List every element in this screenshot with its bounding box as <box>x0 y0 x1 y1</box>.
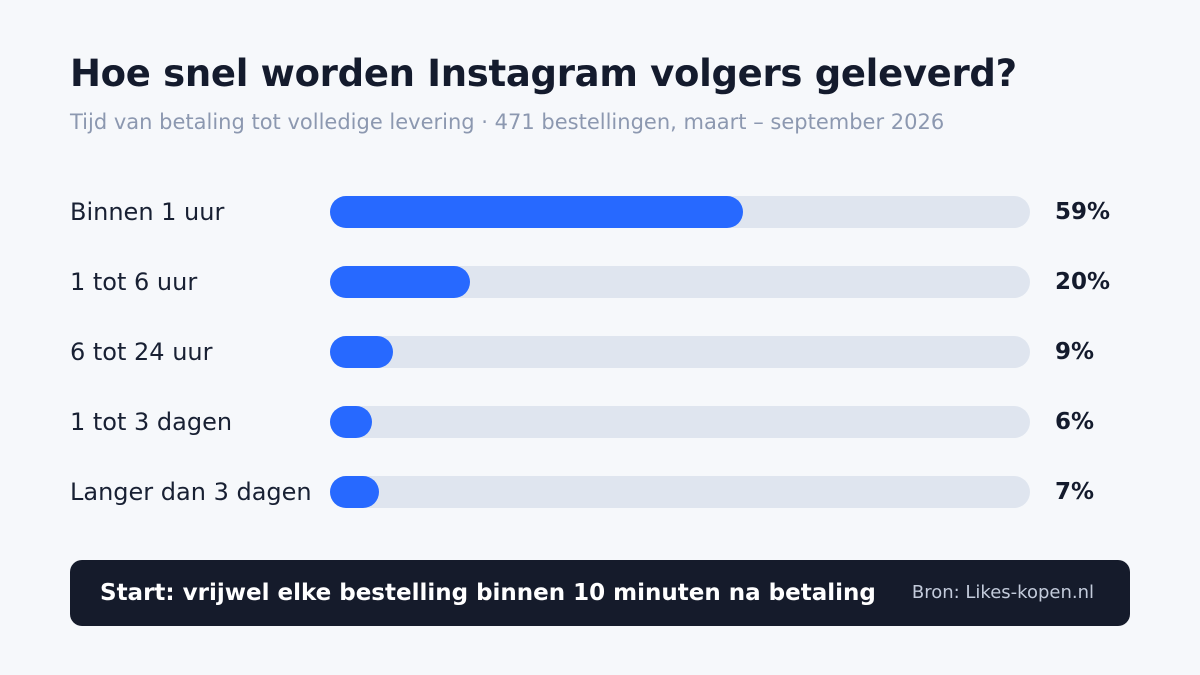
bar-row: 6 tot 24 uur 9% <box>0 335 1200 369</box>
bar-fill <box>330 476 379 508</box>
value-label: 6% <box>1055 409 1095 435</box>
value-label: 9% <box>1055 339 1095 365</box>
bar-track <box>330 266 1030 298</box>
category-label: Binnen 1 uur <box>70 198 225 226</box>
bar-row: Langer dan 3 dagen 7% <box>0 475 1200 509</box>
bar-track <box>330 406 1030 438</box>
bar-track <box>330 196 1030 228</box>
category-label: 1 tot 3 dagen <box>70 408 233 436</box>
value-label: 20% <box>1055 269 1111 295</box>
footer-note: Start: vrijwel elke bestelling binnen 10… <box>100 580 876 606</box>
source-label: Bron: Likes-kopen.nl <box>911 582 1094 603</box>
bar-fill <box>330 406 372 438</box>
value-label: 7% <box>1055 479 1095 505</box>
bar-fill <box>330 196 743 228</box>
category-label: 1 tot 6 uur <box>70 268 198 296</box>
value-label: 59% <box>1055 199 1111 225</box>
bar-fill <box>330 336 393 368</box>
footer-banner: Start: vrijwel elke bestelling binnen 10… <box>70 560 1130 626</box>
chart-subtitle: Tijd van betaling tot volledige levering… <box>70 110 945 134</box>
chart-title: Hoe snel worden Instagram volgers geleve… <box>70 52 1017 95</box>
bar-track <box>330 476 1030 508</box>
bar-row: 1 tot 6 uur 20% <box>0 265 1200 299</box>
bar-fill <box>330 266 470 298</box>
bar-track <box>330 336 1030 368</box>
bar-row: 1 tot 3 dagen 6% <box>0 405 1200 439</box>
bar-row: Binnen 1 uur 59% <box>0 195 1200 229</box>
category-label: Langer dan 3 dagen <box>70 478 312 506</box>
category-label: 6 tot 24 uur <box>70 338 213 366</box>
